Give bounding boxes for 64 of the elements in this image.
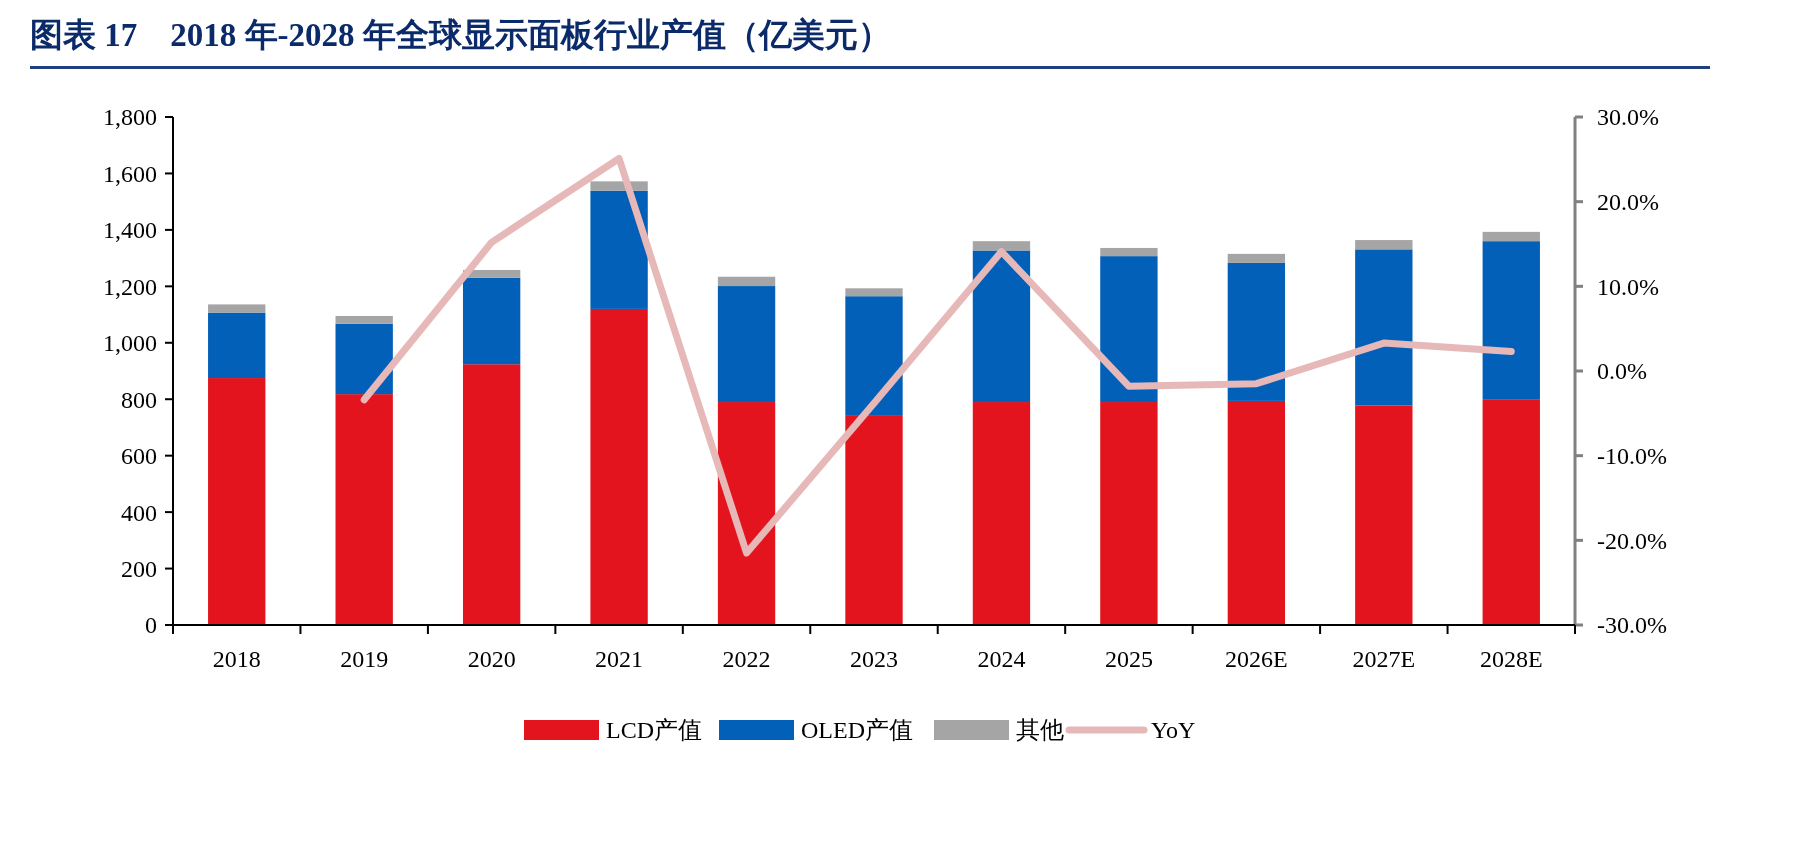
y2-tick-label: 20.0%	[1597, 189, 1659, 216]
bar	[1227, 262, 1286, 401]
bar	[208, 378, 266, 625]
chart-title: 图表 17 2018 年-2028 年全球显示面板行业产值（亿美元）	[30, 17, 891, 53]
bar	[845, 288, 903, 297]
bar	[1100, 402, 1158, 625]
y-tick-label: 400	[121, 499, 157, 526]
x-tick-label: 2024	[977, 646, 1026, 672]
x-tick-label: 2020	[467, 646, 516, 672]
y-tick-label: 1,600	[103, 160, 157, 187]
legend-label: YoY	[1151, 717, 1196, 744]
bar	[1227, 253, 1286, 263]
x-tick-label: 2021	[595, 646, 644, 672]
y-tick-label: 1,000	[103, 330, 157, 357]
bar	[1227, 400, 1286, 625]
bar	[717, 286, 776, 403]
x-tick-label: 2019	[340, 646, 389, 672]
y2-tick-label: -10.0%	[1597, 443, 1667, 470]
bar	[717, 276, 776, 287]
bar	[972, 241, 1031, 251]
bar	[590, 190, 648, 309]
y2-tick-label: 10.0%	[1597, 273, 1659, 300]
bar	[972, 402, 1031, 625]
y2-tick-label: 0.0%	[1597, 358, 1647, 385]
x-tick-label: 2022	[722, 646, 771, 672]
legend-label: OLED产值	[801, 717, 913, 744]
bar	[845, 296, 903, 416]
y2-tick-label: -20.0%	[1597, 527, 1667, 554]
bar	[462, 364, 521, 625]
y-tick-label: 0	[145, 612, 157, 639]
x-tick-label: 2028E	[1479, 646, 1543, 672]
bar	[208, 312, 266, 379]
bar	[1482, 231, 1540, 242]
legend-label: 其他	[1016, 717, 1064, 744]
y-tick-label: 200	[121, 555, 157, 582]
bar	[590, 308, 648, 625]
y2-tick-label: -30.0%	[1597, 612, 1667, 639]
legend-label: LCD产值	[606, 717, 702, 744]
bar	[1482, 241, 1540, 400]
bar	[972, 250, 1031, 403]
y-tick-label: 1,400	[103, 217, 157, 244]
bar	[1100, 247, 1158, 257]
bar	[845, 415, 903, 625]
x-tick-label: 2027E	[1352, 646, 1416, 672]
x-tick-label: 2025	[1104, 646, 1153, 672]
x-tick-label: 2026E	[1225, 646, 1288, 672]
y-tick-label: 800	[121, 386, 157, 413]
x-tick-label: 2023	[850, 646, 898, 672]
bar	[1355, 249, 1413, 406]
bar	[1355, 240, 1413, 250]
y-tick-label: 600	[121, 443, 157, 470]
y-tick-label: 1,800	[103, 104, 157, 131]
y-tick-label: 1,200	[103, 273, 157, 300]
bar	[335, 394, 393, 625]
bar	[1355, 405, 1413, 625]
x-tick-label: 2018	[212, 646, 261, 672]
bar	[717, 402, 776, 625]
bar	[1100, 256, 1158, 403]
bar	[462, 277, 521, 365]
bar	[335, 323, 393, 395]
bar	[1482, 399, 1540, 625]
y2-tick-label: 30.0%	[1597, 104, 1659, 131]
bar	[335, 315, 393, 324]
bar	[208, 304, 266, 313]
